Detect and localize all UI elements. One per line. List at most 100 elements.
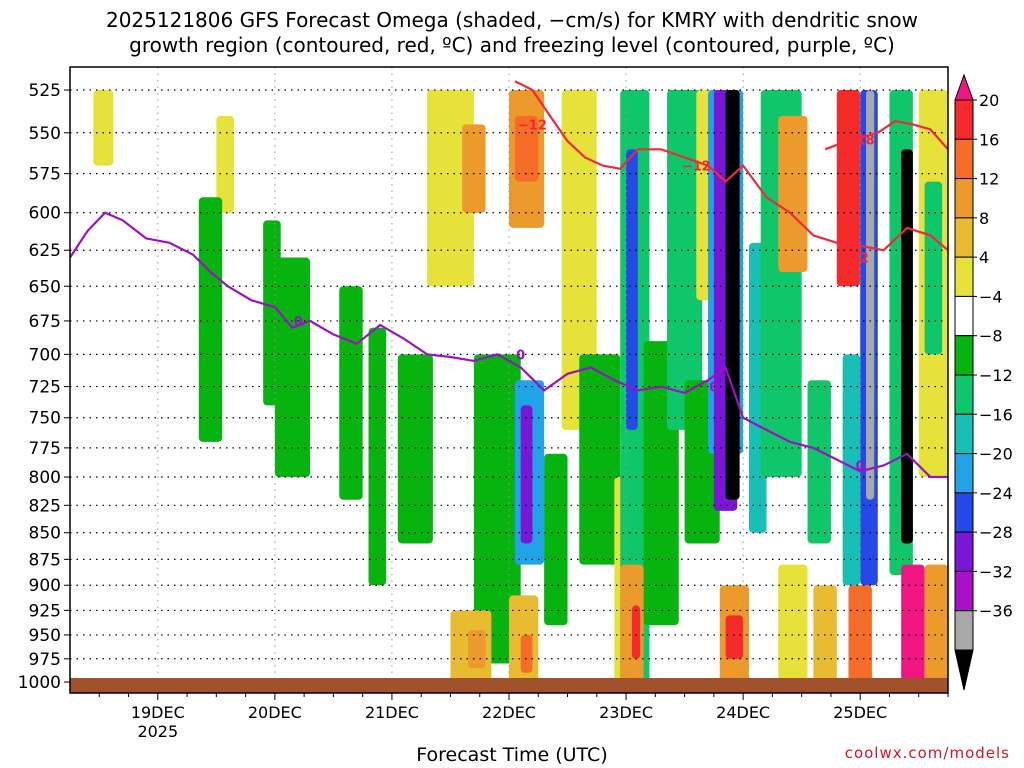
colorbar-swatch-13 [954, 570, 974, 612]
y-tick-label: 825 [29, 496, 61, 516]
omega-cell-0 [93, 90, 114, 166]
dendritic-label: −12 [840, 252, 869, 267]
x-tick-label: 23DEC [599, 703, 653, 722]
colorbar-label: −20 [979, 445, 1013, 464]
colorbar-swatch-11 [954, 492, 974, 533]
omega-cell-8 [462, 124, 486, 213]
colorbar-label: −8 [979, 327, 1003, 346]
freezing-level-label: 0 [856, 459, 865, 474]
site-credit: coolwx.com/models [844, 744, 1010, 762]
x-tick-label: 25DEC [833, 703, 887, 722]
chart-title: 2025121806 GFS Forecast Omega (shaded, −… [105, 8, 919, 57]
colorbar-label: −12 [979, 366, 1013, 385]
x-axis-title: Forecast Time (UTC) [416, 744, 608, 766]
x-tick-sublabel: 2025 [137, 722, 178, 741]
colorbar-swatch-6 [954, 295, 974, 337]
y-tick-label: 675 [29, 312, 61, 332]
y-tick-label: 600 [29, 204, 61, 224]
omega-cell-51 [778, 564, 808, 683]
omega-cell-42 [901, 564, 925, 683]
y-tick-label: 650 [29, 277, 61, 297]
y-tick-label: 700 [29, 345, 61, 365]
omega-cell-6 [397, 354, 433, 544]
colorbar-swatch-10 [954, 453, 974, 494]
omega-cell-44 [468, 630, 486, 669]
x-tick-label: 20DEC [248, 703, 302, 722]
omega-cell-48 [631, 605, 641, 659]
grid-lines [70, 67, 948, 693]
omega-cell-49 [813, 585, 837, 683]
y-tick-label: 900 [29, 576, 61, 596]
freezing-level-label: 0 [709, 381, 718, 396]
ground-terrain [70, 678, 948, 693]
omega-cell-3 [274, 257, 310, 478]
omega-cell-46 [520, 634, 533, 673]
colorbar-label: −36 [979, 602, 1013, 621]
colorbar-swatch-3 [954, 178, 974, 219]
omega-cell-21 [667, 90, 703, 430]
colorbar-label: −28 [979, 523, 1013, 542]
omega-shading [93, 90, 948, 683]
dendritic-contour-0 [514, 80, 948, 252]
omega-cell-4 [339, 286, 363, 500]
x-tick-label: 21DEC [365, 703, 419, 722]
colorbar-label: 4 [979, 248, 989, 267]
dendritic-label: −18 [846, 133, 875, 148]
omega-cell-13 [520, 405, 533, 544]
colorbar-label: 16 [979, 130, 999, 149]
y-tick-label: 575 [29, 165, 61, 185]
omega-cell-16 [579, 354, 621, 565]
omega-cell-15 [561, 90, 597, 430]
colorbar-label: 12 [979, 170, 999, 189]
y-tick-label: 775 [29, 439, 61, 459]
omega-cell-38 [924, 181, 943, 355]
colorbar-swatch-9 [954, 413, 974, 455]
omega-cell-0 [216, 115, 234, 213]
omega-cell-29 [778, 115, 808, 273]
x-tick-label: 19DEC [131, 703, 185, 722]
omega-cell-36 [901, 149, 913, 544]
omega-cell-1 [198, 197, 223, 442]
omega-cell-30 [807, 380, 831, 544]
y-tick-label: 750 [29, 409, 61, 429]
colorbar-swatch-7 [954, 335, 974, 376]
freezing-level-contour [70, 211, 948, 479]
y-tick-label: 925 [29, 601, 61, 621]
colorbar-swatch-12 [954, 531, 974, 572]
y-tick-label: 725 [29, 378, 61, 398]
x-tick-label: 24DEC [716, 703, 770, 722]
colorbar-swatch-2 [954, 138, 974, 180]
omega-cell-40 [725, 615, 744, 659]
y-tick-label: 975 [29, 650, 61, 670]
x-tick-label: 22DEC [482, 703, 536, 722]
colorbar-swatch-1 [954, 99, 974, 140]
y-tick-label: 850 [29, 524, 61, 544]
y-axis: 525 550 575 600 625 650 675 700 725 750 775 800 825 8… [18, 81, 70, 693]
colorbar-swatch-14 [954, 610, 974, 651]
y-tick-label: 950 [29, 626, 61, 646]
y-tick-label: 550 [29, 124, 61, 144]
colorbar-swatch-5 [954, 256, 974, 297]
colorbar-top-arrow [954, 73, 974, 101]
colorbar-label: −16 [979, 405, 1013, 424]
colorbar-label: −4 [979, 287, 1003, 306]
colorbar-swatch-4 [954, 217, 974, 258]
dendritic-contour-1 [824, 119, 948, 151]
colorbar-label: 8 [979, 209, 989, 228]
freezing-level-label: 0 [516, 348, 525, 363]
omega-cell-19 [626, 149, 638, 430]
colorbar-bottom-arrow [954, 649, 974, 691]
freezing-level-label: 0 [294, 315, 303, 330]
colorbar-label: −24 [979, 484, 1013, 503]
dendritic-label: −12 [518, 118, 547, 133]
contours: 0 0 0 0 −12 −12 −12 −18 [70, 80, 948, 479]
y-tick-label: 800 [29, 468, 61, 488]
y-tick-label: 875 [29, 550, 61, 570]
y-tick-label: 525 [29, 81, 61, 101]
omega-cell-32 [842, 354, 861, 586]
omega-cell-26 [725, 90, 740, 500]
colorbar-label: 20 [979, 91, 999, 110]
y-tick-label: 1000 [18, 673, 61, 693]
